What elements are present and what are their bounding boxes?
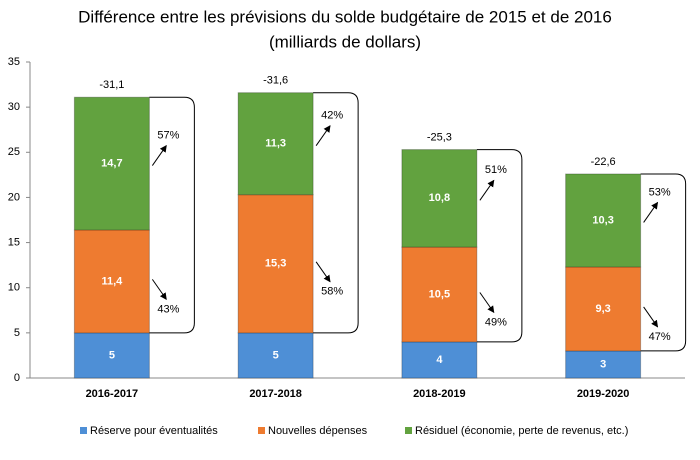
share-label: 47% (649, 331, 671, 343)
x-tick-label: 2017-2018 (249, 388, 302, 400)
share-arrow (151, 279, 167, 300)
bracket (476, 149, 523, 343)
x-tick-label: 2018-2019 (413, 388, 466, 400)
y-tick-label: 5 (14, 327, 20, 339)
value-label: 14,7 (101, 157, 122, 169)
share-arrow (315, 261, 331, 283)
share-arrow (479, 292, 495, 314)
legend-swatch (405, 427, 412, 434)
share-arrow (151, 144, 167, 166)
bracket (149, 96, 195, 334)
value-label: 3 (600, 358, 606, 370)
x-tick-label: 2019-2020 (577, 388, 630, 400)
bracket (313, 92, 359, 334)
total-label: -31,1 (99, 79, 124, 91)
bar-segment (237, 194, 314, 334)
share-label: 43% (157, 303, 179, 315)
value-label: 9,3 (595, 303, 610, 315)
legend-label: Nouvelles dépenses (268, 425, 368, 437)
chart-title: Différence entre les prévisions du solde… (78, 7, 612, 26)
legend-swatch (258, 427, 265, 434)
share-label: 51% (485, 164, 507, 176)
share-arrow (315, 125, 331, 146)
legend-label: Résiduel (économie, perte de revenus, et… (415, 425, 628, 437)
value-label: 10,8 (429, 192, 450, 204)
legend-label: Réserve pour éventualités (90, 425, 218, 437)
y-tick-label: 10 (8, 282, 20, 294)
y-tick-label: 30 (8, 101, 20, 113)
bracket (640, 173, 687, 352)
chart-subtitle: (milliards de dollars) (269, 32, 421, 51)
share-label: 53% (649, 186, 671, 198)
bar-segment (237, 92, 314, 196)
bar-segment (73, 96, 150, 231)
value-label: 5 (273, 349, 279, 361)
total-label: -31,6 (263, 75, 288, 87)
y-tick-label: 35 (8, 56, 20, 68)
share-arrow (479, 179, 495, 201)
bar-segment (565, 266, 642, 352)
bar-segment (73, 229, 150, 334)
share-arrow (643, 201, 659, 223)
y-tick-label: 15 (8, 236, 20, 248)
y-tick-label: 25 (8, 146, 20, 158)
value-label: 10,5 (429, 288, 450, 300)
value-label: 5 (109, 349, 115, 361)
y-tick-label: 0 (14, 372, 20, 384)
x-tick-label: 2016-2017 (86, 388, 139, 400)
y-tick-label: 20 (8, 191, 20, 203)
share-label: 49% (485, 316, 507, 328)
bar-segment (401, 341, 478, 379)
bar-segment (237, 332, 314, 379)
value-label: 4 (436, 354, 443, 366)
share-label: 42% (321, 110, 343, 122)
value-label: 15,3 (265, 258, 286, 270)
share-label: 58% (321, 286, 343, 298)
value-label: 11,4 (101, 275, 123, 287)
value-label: 11,3 (265, 138, 286, 150)
bar-segment (401, 246, 478, 343)
bar-segment (565, 173, 642, 268)
total-label: -22,6 (591, 156, 616, 168)
value-label: 10,3 (592, 214, 613, 226)
total-label: -25,3 (427, 131, 452, 143)
bar-segment (565, 350, 642, 379)
legend-swatch (80, 427, 87, 434)
bar-segment (401, 149, 478, 248)
share-label: 57% (157, 129, 179, 141)
share-arrow (643, 306, 659, 328)
